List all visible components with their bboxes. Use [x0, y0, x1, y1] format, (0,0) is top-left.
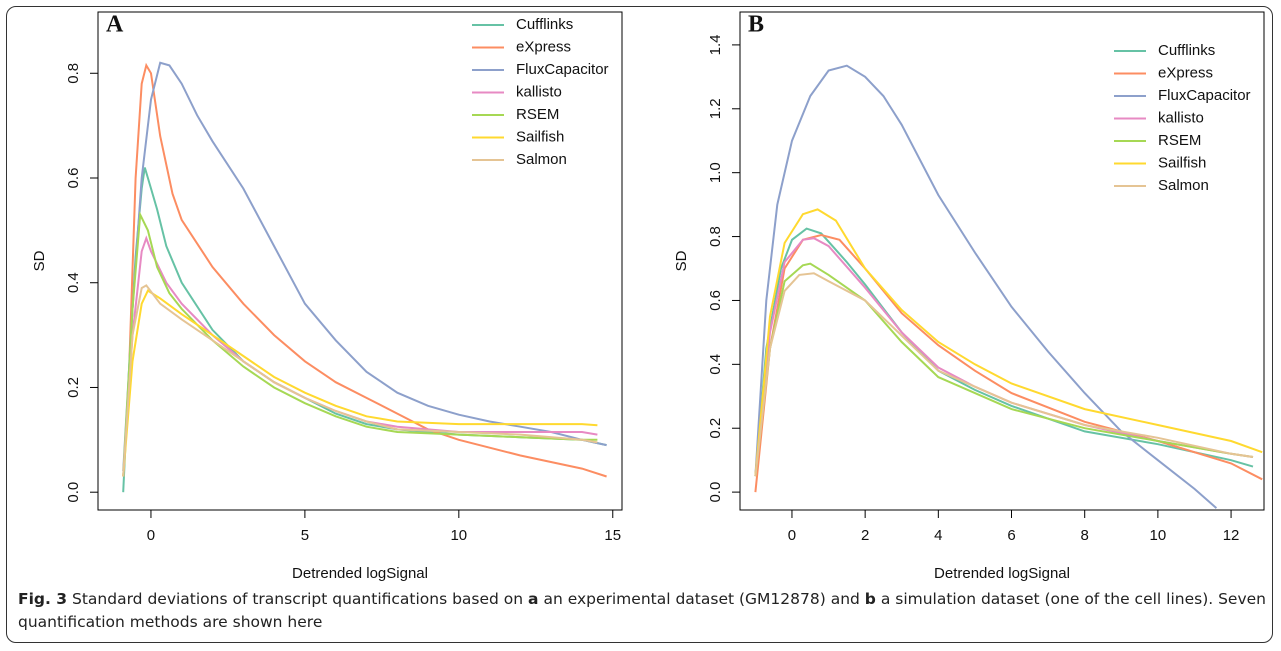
- charts: 0 5 10 15 0.0 0.2 0.4 0.6 0.8 Detrended logSignal…: [31, 11, 1265, 582]
- y-tick-label: 0.4: [707, 354, 724, 375]
- y-tick-label: 1.0: [707, 162, 724, 183]
- series-line: [122, 210, 598, 477]
- y-tick-label: 1.2: [707, 98, 724, 119]
- caption-label: b: [864, 590, 876, 608]
- legend-label: FluxCapacitor: [1158, 87, 1251, 104]
- legend-label: Sailfish: [516, 128, 564, 145]
- series-line: [754, 208, 1263, 477]
- panel-label: A: [106, 12, 124, 38]
- series-line: [122, 284, 598, 477]
- x-axis-label: Detrended logSignal: [292, 565, 428, 582]
- x-tick-label: 6: [1007, 527, 1015, 544]
- series-line: [754, 272, 1254, 477]
- legend-label: eXpress: [1158, 64, 1213, 81]
- caption: Fig. 3 Standard deviations of transcript…: [18, 588, 1268, 634]
- x-tick-label: 10: [1150, 527, 1167, 544]
- figure-frame: [6, 6, 1273, 643]
- y-tick-label: 0.8: [65, 63, 82, 84]
- x-tick-label: 8: [1081, 527, 1089, 544]
- x-tick-label: 5: [301, 527, 309, 544]
- x-tick-label: 4: [934, 527, 942, 544]
- plot-box: [739, 11, 1265, 511]
- series-group: [754, 64, 1263, 509]
- y-tick-label: 0.8: [707, 226, 724, 247]
- y-axis-label: SD: [673, 250, 690, 271]
- series-group: [122, 61, 607, 493]
- y-axis-label: SD: [31, 250, 48, 271]
- series-line: [122, 235, 598, 477]
- y-tick-label: 0.0: [707, 482, 724, 503]
- x-tick-label: 12: [1223, 527, 1240, 544]
- legend-label: kallisto: [1158, 109, 1204, 126]
- legend-label: Sailfish: [1158, 154, 1206, 171]
- legend-label: eXpress: [516, 38, 571, 55]
- x-tick-label: 0: [788, 527, 796, 544]
- caption-label: Fig. 3: [18, 590, 68, 608]
- legend-label: FluxCapacitor: [516, 61, 609, 78]
- legend-label: RSEM: [1158, 132, 1201, 149]
- series-line: [754, 233, 1263, 493]
- y-tick-label: 0.6: [707, 290, 724, 311]
- legend-label: RSEM: [516, 106, 559, 123]
- x-tick-label: 2: [861, 527, 869, 544]
- y-tick-label: 0.0: [65, 482, 82, 503]
- series-line: [128, 62, 607, 478]
- x-tick-label: 10: [450, 527, 467, 544]
- plot-box: [97, 11, 623, 511]
- x-axis-label: Detrended logSignal: [934, 565, 1070, 582]
- caption-text: an experimental dataset (GM12878) and: [538, 590, 865, 608]
- y-tick-label: 0.6: [65, 168, 82, 189]
- series-line: [754, 227, 1254, 477]
- y-tick-label: 0.4: [65, 272, 82, 293]
- caption-text: a simulation dataset (one of the cell li…: [18, 590, 1267, 631]
- x-tick-label: 15: [604, 527, 621, 544]
- series-line: [122, 61, 607, 472]
- x-tick-label: 0: [147, 527, 155, 544]
- panel-label: B: [748, 12, 764, 38]
- caption-text: Standard deviations of transcript quanti…: [67, 590, 529, 608]
- legend-label: Cufflinks: [516, 16, 573, 33]
- caption-label: a: [528, 590, 539, 608]
- legend-label: Salmon: [516, 151, 567, 168]
- series-line: [754, 237, 1254, 477]
- y-tick-label: 0.2: [707, 418, 724, 439]
- y-tick-label: 1.4: [707, 34, 724, 55]
- series-line: [754, 262, 1254, 477]
- legend-label: Cufflinks: [1158, 42, 1215, 59]
- y-tick-label: 0.2: [65, 377, 82, 398]
- legend-label: Salmon: [1158, 177, 1209, 194]
- legend-label: kallisto: [516, 83, 562, 100]
- series-line: [122, 289, 598, 477]
